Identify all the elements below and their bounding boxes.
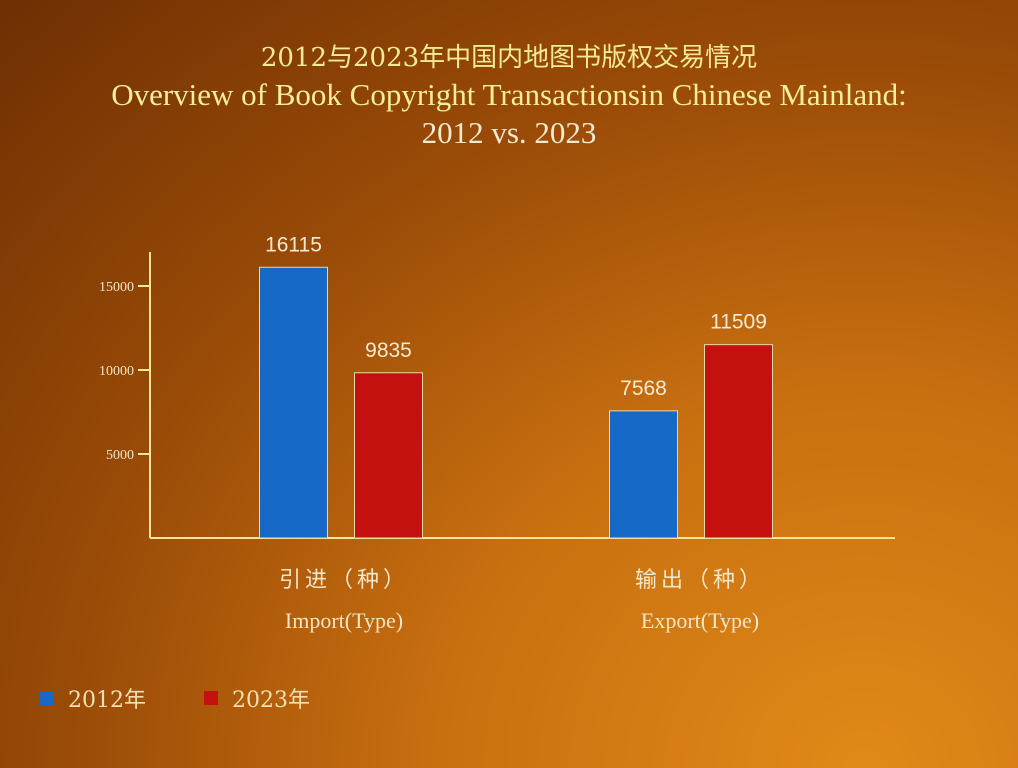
title-subtitle: 2012 vs. 2023 (421, 115, 597, 150)
bar-2023-export (704, 344, 773, 539)
bar-2012-import (259, 266, 328, 539)
legend-label-2012: 2012年 (68, 688, 146, 713)
category-label-export-cn: 输出（种） (634, 568, 765, 593)
category-label-export: 输出（种） Export(Type) (570, 562, 830, 634)
legend-swatch-2012 (40, 691, 54, 705)
legend-label-2023: 2023年 (232, 688, 310, 713)
data-label-2012-import: 16115 (265, 233, 322, 256)
y-tick-label-10000: 10000 (99, 364, 134, 379)
category-label-import-en: Import(Type) (284, 608, 404, 633)
legend-item-2023: 2023年 (204, 682, 310, 714)
category-label-import: 引进（种） Import(Type) (214, 562, 474, 634)
category-label-export-en: Export(Type) (640, 608, 760, 633)
title-chinese: 2012与2023年中国内地图书版权交易情况 (260, 43, 758, 73)
y-tick-label-15000: 15000 (99, 280, 134, 295)
bar-2012-export (609, 410, 678, 539)
legend-swatch-2023 (204, 691, 218, 705)
category-label-import-cn: 引进（种） (278, 568, 409, 593)
y-tick-label-5000: 5000 (106, 448, 134, 463)
chart-title: 2012与2023年中国内地图书版权交易情况 Overview of Book … (0, 40, 1018, 152)
bar-2023-import (354, 372, 423, 539)
data-label-2012-export: 7568 (620, 377, 667, 400)
data-label-2023-import: 9835 (365, 339, 412, 362)
data-label-2023-export: 11509 (710, 311, 767, 334)
legend-item-2012: 2012年 (40, 682, 146, 714)
legend: 2012年 2023年 (40, 682, 368, 714)
title-english: Overview of Book Copyright Transactionsi… (111, 77, 907, 112)
